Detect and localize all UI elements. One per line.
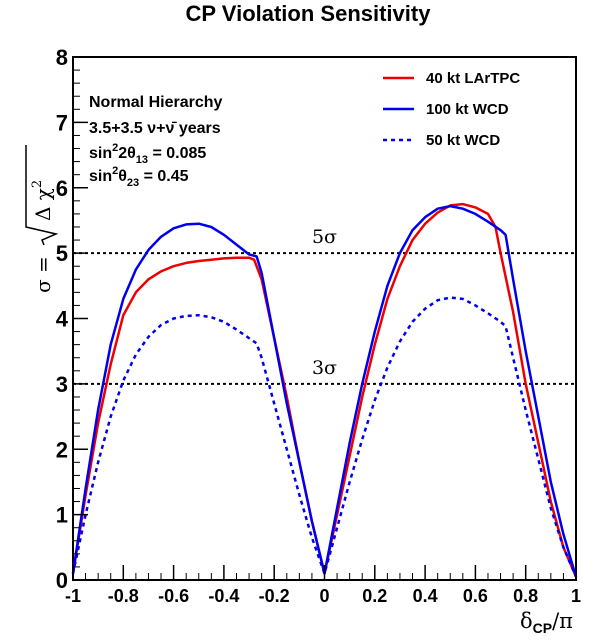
legend-label-1: 100 kt WCD xyxy=(426,101,509,118)
x-tick-label: 0.6 xyxy=(463,586,488,606)
series-line-0 xyxy=(71,202,578,578)
series-line-2 xyxy=(71,296,578,578)
y-tick-label: 1 xyxy=(56,503,68,528)
x-tick-label: 0.2 xyxy=(362,586,387,606)
legend-label-2: 50 kt WCD xyxy=(426,132,500,149)
series-lines xyxy=(71,202,578,578)
x-tick-label: 0 xyxy=(319,586,329,606)
exposure-label: 3.5+3.5 ν+ν̄ years xyxy=(89,120,221,137)
theta13-label: sin22θ13 = 0.085 xyxy=(89,142,206,166)
reference-label-0: 5σ xyxy=(312,226,337,248)
info-box: Normal Hierarchy 3.5+3.5 ν+ν̄ years sin2… xyxy=(89,94,222,189)
hierarchy-label: Normal Hierarchy xyxy=(89,94,222,111)
y-axis: 0 1 2 3 4 5 6 7 8 xyxy=(56,45,88,593)
y-tick-label: 3 xyxy=(56,372,68,397)
x-tick-label: -0.8 xyxy=(108,586,139,606)
y-axis-label-radicand: Δ χ2 xyxy=(30,180,55,221)
legend: 40 kt LArTPC 100 kt WCD 50 kt WCD xyxy=(383,70,520,149)
y-axis-label: σ = Δ χ2 xyxy=(25,145,59,293)
chart-title: CP Violation Sensitivity xyxy=(186,1,432,26)
legend-label-0: 40 kt LArTPC xyxy=(426,70,520,87)
x-tick-label: -1 xyxy=(65,586,81,606)
x-tick-label: 0.8 xyxy=(513,586,538,606)
y-axis-label-lhs: σ = xyxy=(31,256,55,293)
x-tick-label: 1 xyxy=(571,586,581,606)
y-tick-label: 7 xyxy=(56,110,68,135)
x-tick-label: -0.2 xyxy=(259,586,290,606)
x-tick-label: -0.6 xyxy=(158,586,189,606)
y-tick-label: 6 xyxy=(56,176,68,201)
y-tick-label: 8 xyxy=(56,45,68,70)
y-tick-label: 4 xyxy=(56,307,69,332)
y-tick-label: 2 xyxy=(56,437,68,462)
reference-labels: 5σ 3σ xyxy=(312,226,337,379)
y-tick-label: 0 xyxy=(56,568,68,593)
y-tick-label: 5 xyxy=(56,241,68,266)
sqrt-sign xyxy=(25,145,59,246)
x-tick-label: 0.4 xyxy=(413,586,438,606)
x-axis-label: δCP/π xyxy=(520,609,573,636)
series-line-1 xyxy=(71,204,578,578)
reference-label-1: 3σ xyxy=(312,357,337,379)
x-axis: -1 -0.8 -0.6 -0.4 -0.2 0 0.2 0.4 0.6 0.8 1 xyxy=(65,565,581,606)
theta23-label: sin2θ23 = 0.45 xyxy=(89,165,189,189)
x-tick-label: -0.4 xyxy=(208,586,239,606)
